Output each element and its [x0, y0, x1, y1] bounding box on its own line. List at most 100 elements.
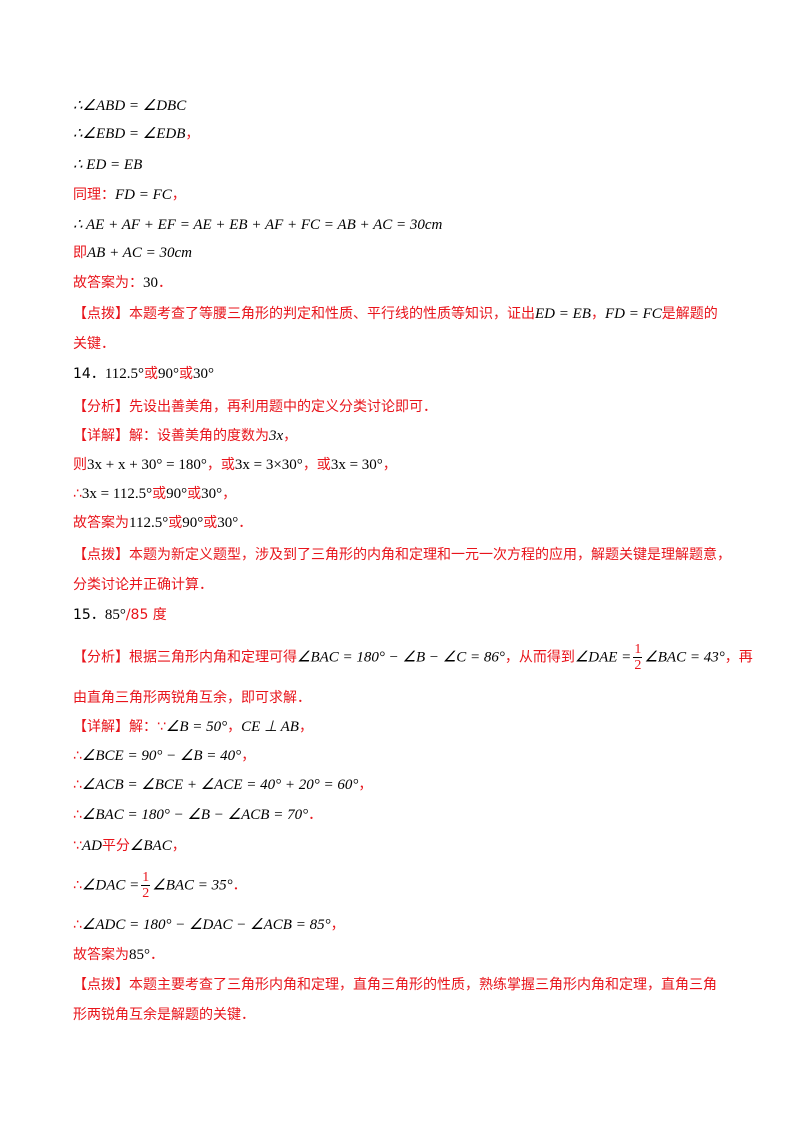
math: 112.5°	[104, 366, 145, 382]
text: 关键．	[73, 336, 115, 352]
line: 由直角三角形两锐角互余，即可求解．	[73, 688, 311, 708]
math: 30°	[201, 486, 223, 502]
math: 3x = 3×30°	[234, 457, 303, 473]
math: ∠BAC = 180° − ∠B − ∠C = 86°	[297, 649, 505, 666]
text: ，	[222, 486, 237, 502]
text: 或	[179, 366, 194, 382]
text: ，	[590, 306, 605, 322]
text: 或	[203, 515, 218, 531]
text: ∴	[73, 917, 82, 933]
line: ∴∠ABD = ∠DBC	[73, 96, 186, 116]
math: FD = FC	[604, 306, 662, 322]
text: ∴	[73, 777, 82, 793]
text: ．	[150, 947, 164, 963]
math: ∠ADC = 180° − ∠DAC − ∠ACB = 85°	[81, 917, 331, 933]
math: ∠BAC = 35°	[152, 877, 233, 894]
line: 15．85°/85 度	[73, 605, 167, 625]
text: 【点拨】本题主要考查了三角形内角和定理，直角三角形的性质，熟练掌握三角形内角和定…	[73, 977, 717, 993]
line: 【详解】解：设善美角的度数为3x，	[73, 426, 297, 446]
line: ∴∠BAC = 180° − ∠B − ∠ACB = 70°．	[73, 805, 322, 825]
text: 则	[73, 457, 87, 473]
math: 85°	[104, 607, 126, 623]
line: 【点拨】本题为新定义题型，涉及到了三角形的内角和定理和一元一次方程的应用，解题关…	[73, 545, 731, 565]
math: 112.5°	[129, 515, 169, 531]
math: ∴∠EBD = ∠EDB	[73, 126, 186, 142]
text: ，	[185, 126, 200, 142]
text: 是解题的	[661, 306, 718, 322]
text: 即	[73, 245, 87, 261]
text: 形两锐角互余是解题的关键．	[73, 1007, 255, 1023]
line: 14．112.5°或90°或30°	[73, 364, 214, 384]
text: ∵	[73, 838, 82, 854]
text: 14．	[73, 366, 105, 382]
text: ，	[298, 719, 313, 735]
math: ∴ ED = EB	[73, 157, 143, 173]
text: 平分	[101, 838, 130, 854]
math: AB + AC = 30cm	[87, 245, 192, 261]
text: 故答案为	[73, 515, 129, 531]
denominator: 2	[142, 886, 150, 901]
math: ∠ACB = ∠BCE + ∠ACE = 40° + 20° = 60°	[81, 777, 359, 793]
math: 3x + x + 30° = 180°	[87, 457, 207, 473]
text: 【点拨】本题为新定义题型，涉及到了三角形的内角和定理和一元一次方程的应用，解题关…	[73, 547, 731, 563]
line: ∴ AE + AF + EF = AE + EB + AF + FC = AB …	[73, 215, 442, 235]
text: ∴	[73, 748, 82, 764]
text: ．	[232, 877, 247, 894]
math: 3x = 112.5°	[81, 486, 153, 502]
text: ∴	[73, 807, 82, 823]
text: 或	[168, 515, 183, 531]
text: ，	[358, 777, 373, 793]
line: 【详解】解：∵∠B = 50°，CE ⊥ AB，	[73, 717, 313, 737]
text: ∴	[73, 877, 82, 894]
line: 形两锐角互余是解题的关键．	[73, 1005, 255, 1025]
math: ∠B = 50°	[165, 719, 228, 735]
text: ，	[330, 917, 345, 933]
line: ∴∠DAC = 1 2 ∠BAC = 35°．	[73, 870, 247, 901]
text: 分类讨论并正确计算．	[73, 577, 213, 593]
math: ED = EB	[535, 306, 591, 322]
text: ，	[171, 838, 186, 854]
text: ，	[241, 748, 256, 764]
line: 故答案为85°．	[73, 945, 164, 965]
line: 【点拨】本题考查了等腰三角形的判定和性质、平行线的性质等知识，证出ED = EB…	[73, 304, 718, 324]
text: 或	[152, 486, 167, 502]
text: ，	[382, 457, 397, 473]
numerator: 1	[141, 870, 151, 886]
line: 分类讨论并正确计算．	[73, 575, 213, 595]
line: 关键．	[73, 334, 115, 354]
text: ，或	[206, 457, 235, 473]
line: 故答案为：30．	[73, 273, 172, 293]
math: ∠BCE = 90° − ∠B = 40°	[81, 748, 242, 764]
text: 【分析】根据三角形内角和定理可得	[73, 649, 297, 666]
line: ∴∠EBD = ∠EDB，	[73, 124, 199, 144]
line: ∴∠ACB = ∠BCE + ∠ACE = 40° + 20° = 60°，	[73, 775, 372, 795]
line: 【分析】先设出善美角，再利用题中的定义分类讨论即可．	[73, 397, 437, 417]
text: ，再	[724, 649, 753, 666]
text: 【点拨】本题考查了等腰三角形的判定和性质、平行线的性质等知识，证出	[73, 306, 535, 322]
line: 故答案为112.5°或90°或30°．	[73, 513, 252, 533]
math: ∴∠ABD = ∠DBC	[73, 98, 187, 114]
math: 3x = 30°	[330, 457, 383, 473]
line: 同理：FD = FC，	[73, 185, 186, 205]
math: 90°	[158, 366, 180, 382]
math: 30°	[193, 366, 215, 382]
math: ∠BAC = 43°	[644, 649, 725, 666]
line: 即AB + AC = 30cm	[73, 243, 192, 263]
text: ，	[171, 187, 186, 203]
math: ∠BAC	[129, 838, 172, 854]
text: ．	[308, 807, 323, 823]
math: ∠DAE =	[574, 649, 632, 666]
text: 故答案为	[73, 947, 129, 963]
text: 15．	[73, 607, 105, 623]
math: ∠BAC = 180° − ∠B − ∠ACB = 70°	[81, 807, 309, 823]
text: ．	[238, 515, 253, 531]
line: ∴∠BCE = 90° − ∠B = 40°，	[73, 746, 255, 766]
line: ∴ ED = EB	[73, 155, 142, 175]
text: ，	[227, 719, 242, 735]
text: 由直角三角形两锐角互余，即可求解．	[73, 690, 311, 706]
text: 【详解】解：∵	[73, 719, 166, 735]
text: 或	[187, 486, 202, 502]
line: ∴∠ADC = 180° − ∠DAC − ∠ACB = 85°，	[73, 915, 345, 935]
